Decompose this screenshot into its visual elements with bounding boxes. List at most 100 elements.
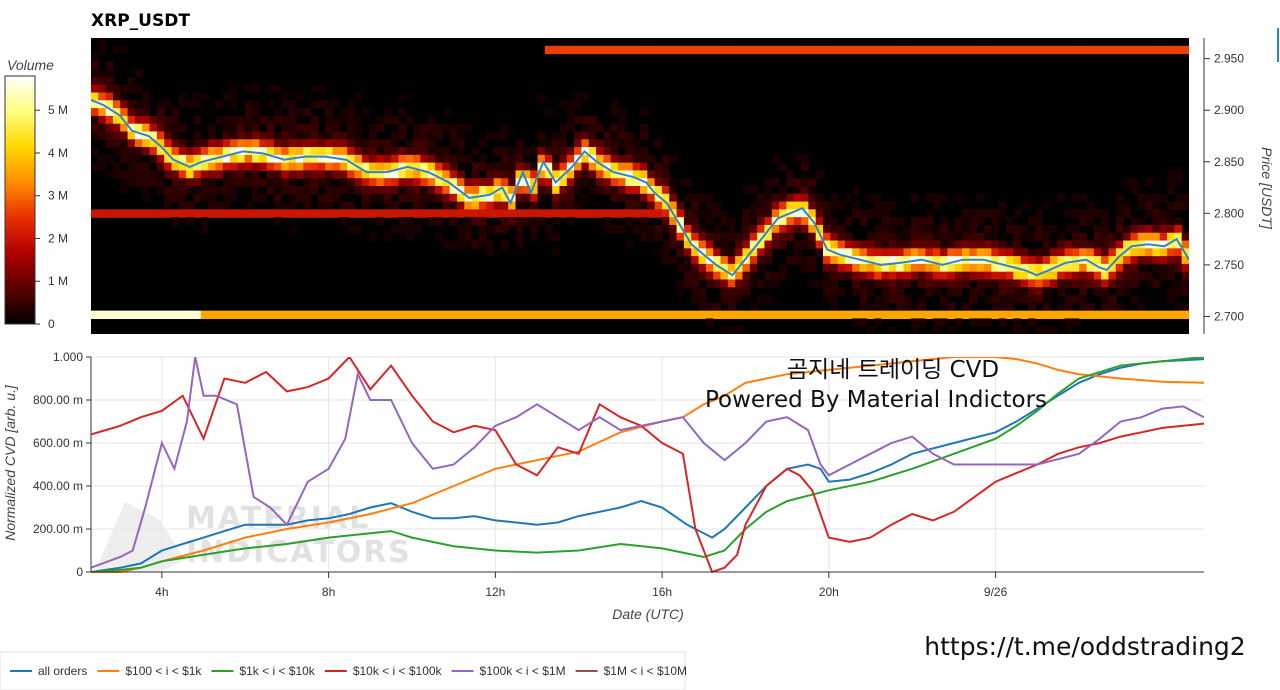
heatmap-cell: [1145, 232, 1153, 242]
heatmap-cell: [493, 310, 502, 320]
heatmap-cell: [303, 170, 312, 179]
heatmap-cell: [720, 287, 729, 296]
heatmap-cell: [1137, 256, 1146, 265]
heatmap-cell: [837, 240, 846, 249]
heatmap-cell: [120, 209, 129, 218]
heatmap-cell: [369, 170, 378, 179]
heatmap-cell: [962, 209, 970, 218]
heatmap-cell: [603, 186, 612, 195]
heatmap-cell: [522, 186, 531, 195]
heatmap-cell: [559, 209, 568, 218]
heatmap-cell: [1027, 248, 1036, 257]
heatmap-cell: [91, 310, 99, 320]
heatmap-cell: [156, 147, 165, 156]
heatmap-cell: [625, 209, 634, 218]
heatmap-cell: [588, 147, 597, 156]
heatmap-cell: [830, 295, 839, 304]
heatmap-cell: [91, 61, 99, 70]
heatmap-cell: [984, 295, 992, 304]
heatmap-cell: [998, 45, 1007, 55]
heatmap-cell: [618, 131, 626, 140]
heatmap-cell: [303, 310, 312, 320]
heatmap-cell: [1035, 287, 1044, 296]
heatmap-cell: [1145, 310, 1153, 320]
heatmap-cell: [112, 84, 121, 94]
heatmap-cell: [801, 201, 809, 210]
cvd-x-tick-label: 12h: [485, 585, 505, 599]
heatmap-cell: [317, 131, 326, 140]
heatmap-cell: [288, 115, 297, 125]
heatmap-cell: [625, 186, 634, 195]
heatmap-cell: [1035, 295, 1044, 304]
heatmap-cell: [339, 209, 348, 218]
heatmap-cell: [888, 201, 897, 210]
heatmap-cell: [127, 170, 136, 179]
heatmap-cell: [815, 209, 824, 218]
heatmap-cell: [705, 248, 714, 257]
heatmap-cell: [266, 123, 275, 133]
heatmap-cell: [713, 271, 722, 281]
heatmap-cell: [1042, 201, 1051, 210]
heatmap-cell: [661, 224, 670, 234]
heatmap-cell: [178, 162, 187, 172]
heatmap-cell: [1174, 178, 1183, 187]
heatmap-cell: [793, 310, 802, 320]
telegram-link[interactable]: https://t.me/oddstrading2: [924, 632, 1245, 661]
heatmap-cell: [493, 193, 502, 203]
heatmap-cell: [581, 178, 590, 187]
heatmap-cell: [1049, 240, 1058, 249]
heatmap-cell: [683, 271, 692, 281]
heatmap-cell: [896, 271, 905, 281]
heatmap-cell: [405, 217, 414, 226]
heatmap-cell: [764, 209, 773, 218]
heatmap-cell: [991, 310, 1000, 320]
heatmap-cell: [442, 123, 451, 133]
heatmap-cell: [757, 201, 766, 210]
heatmap-cell: [764, 186, 773, 195]
heatmap-cell: [793, 193, 802, 203]
heatmap-cell: [222, 201, 231, 210]
heatmap-cell: [1174, 217, 1183, 226]
heatmap-cell: [735, 45, 744, 55]
heatmap-cell: [237, 154, 246, 164]
heatmap-cell: [640, 224, 648, 234]
heatmap-cell: [552, 209, 561, 218]
heatmap-cell: [310, 186, 319, 195]
heatmap-cell: [1181, 193, 1189, 203]
heatmap-cell: [962, 232, 970, 242]
heatmap-cell: [193, 193, 202, 203]
heatmap-cell: [1042, 224, 1051, 234]
heatmap-cell: [640, 123, 648, 133]
heatmap-cell: [859, 45, 868, 55]
heatmap-cell: [918, 240, 927, 249]
heatmap-cell: [288, 108, 297, 117]
heatmap-cell: [1064, 240, 1073, 249]
heatmap-cell: [705, 193, 714, 203]
heatmap-cell: [259, 310, 268, 320]
heatmap-cell: [618, 154, 626, 164]
heatmap-cell: [552, 154, 561, 164]
heatmap-cell: [457, 123, 465, 133]
heatmap-cell: [369, 147, 378, 156]
heatmap-cell: [134, 154, 143, 164]
heatmap-cell: [632, 209, 641, 218]
heatmap-cell: [1167, 287, 1175, 296]
heatmap-cell: [193, 162, 202, 172]
heatmap-cell: [771, 240, 780, 249]
heatmap-cell: [735, 240, 744, 249]
heatmap-cell: [383, 139, 392, 148]
heatmap-cell: [230, 92, 238, 101]
heatmap-cell: [544, 186, 553, 195]
heatmap-cell: [647, 209, 656, 218]
heatmap-cell: [918, 45, 927, 55]
heatmap-cell: [222, 162, 231, 172]
heatmap-cell: [984, 271, 992, 281]
heatmap-cell: [1130, 186, 1139, 195]
heatmap-cell: [508, 310, 517, 320]
heatmap-cell: [244, 170, 253, 179]
legend-item-label: $100 < i < $1k: [125, 664, 202, 678]
heatmap-cell: [178, 100, 187, 109]
heatmap-cell: [757, 232, 766, 242]
heatmap-cell: [801, 310, 809, 320]
heatmap-cell: [398, 217, 407, 226]
